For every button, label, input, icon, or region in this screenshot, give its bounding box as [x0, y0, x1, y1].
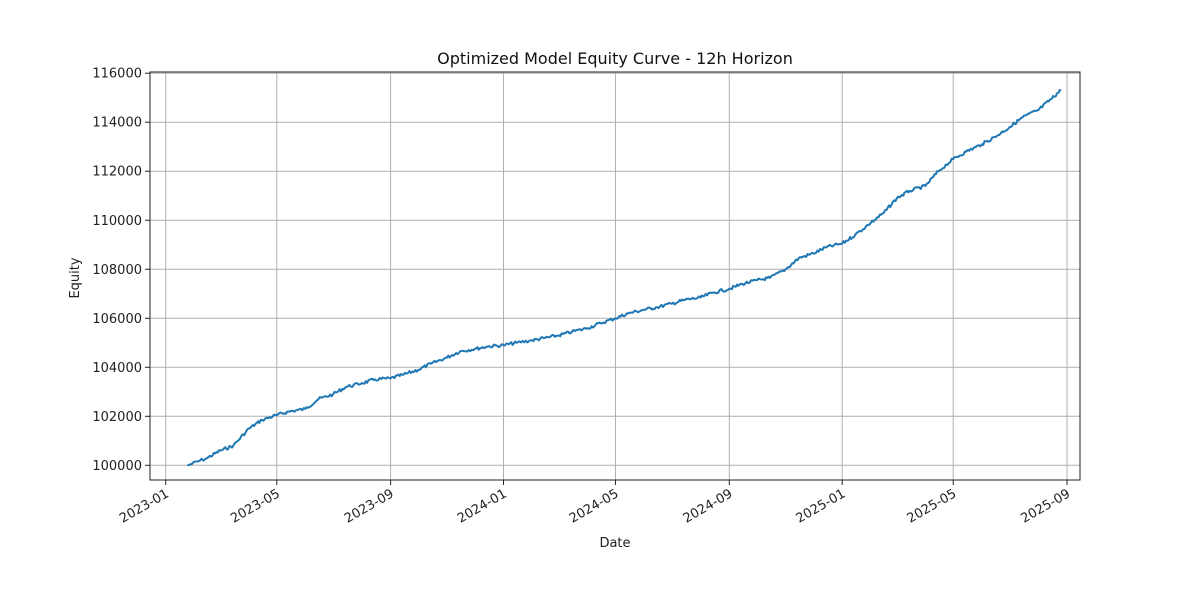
data-point — [741, 283, 744, 285]
y-axis: 100000 102000 104000 106000 108000 110000 1120… — [92, 67, 150, 474]
data-point — [332, 393, 335, 396]
grid-lines — [150, 72, 1080, 480]
data-point — [402, 373, 405, 376]
x-tick-label: 2023-01 — [117, 486, 172, 526]
data-point — [261, 419, 263, 421]
data-point — [473, 348, 476, 350]
data-point — [206, 457, 209, 459]
y-tick-label: 108000 — [92, 263, 142, 278]
data-point — [1050, 98, 1053, 100]
x-tick-label: 2025-05 — [905, 486, 960, 526]
data-point — [219, 449, 222, 452]
data-point — [712, 291, 715, 294]
data-point — [869, 221, 872, 224]
data-point — [841, 242, 844, 245]
data-point — [797, 257, 800, 260]
chart-title: Optimized Model Equity Curve - 12h Horiz… — [437, 49, 793, 68]
data-point — [345, 385, 348, 388]
data-point — [924, 185, 927, 187]
data-point — [599, 322, 602, 325]
x-tick-label: 2023-05 — [228, 486, 283, 526]
y-tick-label: 114000 — [92, 116, 142, 131]
data-point — [531, 339, 534, 342]
y-tick-label: 116000 — [92, 67, 142, 82]
data-point — [373, 378, 376, 381]
data-point — [882, 212, 885, 214]
data-point — [417, 368, 420, 371]
data-point — [1037, 109, 1040, 111]
x-tick-label: 2023-09 — [342, 486, 397, 526]
data-point — [304, 408, 307, 410]
x-axis: 2023-01 2023-05 2023-09 2024-01 2024-05 2024-… — [117, 480, 1073, 527]
data-point — [981, 143, 983, 146]
y-tick-label: 106000 — [92, 312, 142, 327]
data-point — [361, 382, 363, 385]
data-point — [671, 302, 673, 305]
x-tick-label: 2025-01 — [794, 486, 849, 526]
data-point — [1021, 116, 1024, 119]
data-point — [430, 362, 433, 365]
data-point — [683, 298, 686, 301]
data-point — [502, 344, 505, 347]
data-point — [825, 246, 828, 249]
x-axis-label: Date — [599, 536, 630, 551]
data-point — [614, 317, 617, 320]
series-line — [187, 89, 1061, 467]
data-point — [586, 327, 589, 329]
data-point — [187, 464, 189, 467]
data-point — [627, 312, 630, 315]
y-axis-label: Equity — [68, 257, 83, 298]
data-point — [571, 330, 573, 333]
data-point — [446, 356, 448, 359]
data-point — [769, 276, 771, 279]
data-point — [643, 308, 646, 311]
x-tick-label: 2024-05 — [567, 486, 622, 526]
data-point — [699, 296, 702, 299]
data-point — [937, 170, 940, 173]
data-point — [756, 279, 758, 282]
data-point — [895, 197, 898, 200]
x-tick-label: 2025-09 — [1018, 486, 1073, 526]
x-tick-label: 2024-09 — [681, 486, 736, 526]
data-point — [317, 398, 320, 401]
data-point — [656, 306, 659, 309]
x-tick-label: 2024-01 — [455, 486, 510, 526]
y-tick-label: 110000 — [92, 214, 142, 229]
data-point — [389, 377, 392, 380]
data-point — [784, 268, 787, 271]
data-point — [952, 158, 955, 160]
data-point — [854, 234, 857, 236]
data-point — [544, 336, 547, 339]
series-layer — [187, 89, 1062, 467]
data-point — [908, 189, 911, 192]
data-point — [812, 252, 815, 255]
y-tick-label: 102000 — [92, 410, 142, 425]
data-point — [1008, 126, 1011, 129]
data-point — [275, 414, 278, 416]
y-tick-label: 112000 — [92, 165, 142, 180]
data-point — [993, 136, 996, 138]
data-point — [459, 350, 461, 353]
data-point — [728, 287, 731, 290]
data-point — [288, 410, 291, 413]
data-point — [1059, 89, 1062, 92]
y-tick-label: 100000 — [92, 459, 142, 474]
data-point — [558, 334, 560, 337]
data-point — [965, 150, 968, 153]
data-point — [486, 345, 489, 348]
data-point — [248, 427, 250, 430]
data-point — [515, 341, 518, 344]
data-point — [232, 444, 235, 447]
y-tick-label: 104000 — [92, 361, 142, 376]
